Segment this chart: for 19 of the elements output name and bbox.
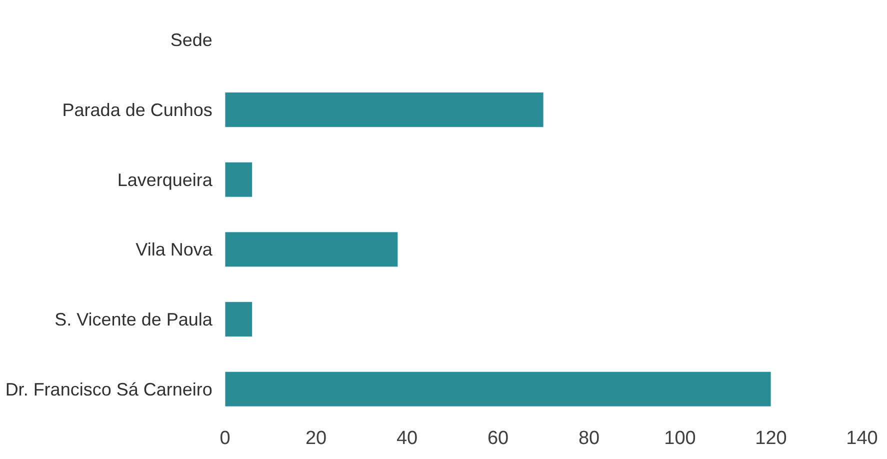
bar bbox=[225, 371, 772, 407]
bar bbox=[225, 92, 544, 128]
y-tick-label: S. Vicente de Paula bbox=[54, 310, 214, 330]
x-tick-label: 20 bbox=[305, 428, 327, 449]
bar bbox=[225, 162, 253, 198]
bar bbox=[225, 302, 253, 337]
x-tick-label: 60 bbox=[487, 428, 509, 449]
x-tick-label: 40 bbox=[396, 428, 418, 449]
bar bbox=[225, 232, 398, 268]
x-tick-label: 100 bbox=[664, 428, 696, 449]
x-tick-label: 120 bbox=[755, 428, 787, 449]
y-tick-label: Laverqueira bbox=[117, 170, 214, 190]
x-tick-label: 80 bbox=[578, 428, 600, 449]
y-tick-label: Dr. Francisco Sá Carneiro bbox=[5, 379, 212, 400]
x-tick-label: 140 bbox=[846, 428, 878, 449]
y-tick-label: Parada de Cunhos bbox=[62, 100, 212, 120]
x-tick-label: 0 bbox=[220, 428, 230, 449]
y-tick-label: Vila Nova bbox=[136, 240, 214, 260]
y-tick-label: Sede bbox=[170, 30, 212, 50]
